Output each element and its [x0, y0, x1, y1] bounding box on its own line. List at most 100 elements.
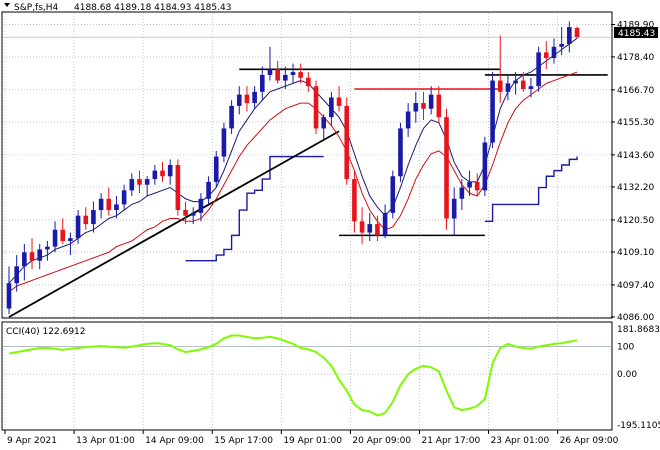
- candle-body: [167, 165, 173, 177]
- current-price-label: 4185.43: [618, 29, 655, 39]
- candle-body: [421, 103, 426, 109]
- cci-series: [8, 334, 578, 417]
- candle-body: [459, 187, 465, 199]
- candle-body: [229, 105, 234, 129]
- candle-body: [567, 27, 572, 44]
- candle-body: [236, 94, 242, 106]
- x-tick-label: 19 Apr 01:00: [283, 436, 342, 446]
- cci-level-label: -195.1105: [617, 421, 660, 431]
- candle-body: [313, 86, 319, 129]
- candle-body: [321, 117, 327, 129]
- candle-body: [336, 97, 342, 106]
- grid-lines: [3, 13, 611, 430]
- candle-body: [45, 246, 50, 250]
- candle-body: [290, 72, 296, 75]
- cci-axis: 181.8683 100 0.00 -195.1105: [617, 325, 660, 431]
- candle-body: [513, 80, 518, 84]
- candle-body: [298, 72, 303, 78]
- cci-level-label: 100: [617, 343, 634, 353]
- candle-body: [283, 74, 288, 81]
- candle-body: [451, 198, 457, 219]
- candle-body: [306, 77, 311, 87]
- current-price-badge: [614, 27, 658, 38]
- candle-body: [574, 27, 580, 38]
- x-tick-label: 15 Apr 17:00: [214, 436, 273, 446]
- time-axis: 9 Apr 2021 13 Apr 01:00 14 Apr 09:00 15 Apr…: [4, 430, 619, 446]
- candle-body: [375, 224, 380, 236]
- candle-body: [52, 229, 58, 247]
- candle-body: [267, 69, 273, 75]
- x-tick-label: 20 Apr 09:00: [352, 436, 411, 446]
- ohlc-readout: 4188.68 4189.18 4184.93 4185.43: [74, 3, 231, 13]
- y-tick-label: 4109.10: [617, 248, 654, 258]
- x-tick-label: 9 Apr 2021: [7, 436, 57, 446]
- candle-body: [121, 190, 127, 205]
- candle-body: [6, 283, 12, 309]
- candle-body: [559, 43, 564, 47]
- y-tick-label: 4086.00: [617, 313, 654, 323]
- candle-body: [352, 179, 357, 222]
- candle-body: [137, 179, 142, 185]
- main-panel: [1, 11, 613, 319]
- stop-line: [185, 155, 578, 262]
- y-tick-label: 4178.40: [617, 53, 654, 63]
- candle-body: [490, 80, 495, 143]
- cci-panel: [1, 321, 613, 431]
- candle-body: [275, 69, 280, 81]
- stop-line-segment: [185, 155, 324, 262]
- candle-body: [482, 142, 488, 191]
- candles: [6, 21, 580, 315]
- candle-body: [382, 212, 388, 236]
- candle-body: [152, 170, 158, 180]
- candle-body: [37, 249, 43, 261]
- candle-body: [551, 46, 557, 59]
- chart-menu-triangle-icon[interactable]: [4, 3, 10, 7]
- symbol-label: S&P,fs,H4: [14, 3, 59, 13]
- candle-body: [467, 181, 472, 188]
- candle-body: [83, 215, 89, 225]
- y-tick-label: 4132.20: [617, 183, 654, 193]
- candle-body: [14, 266, 19, 284]
- candle-body: [206, 181, 211, 199]
- candle-body: [259, 74, 265, 92]
- x-tick-label: 26 Apr 09:00: [560, 436, 619, 446]
- stop-line-segment: [484, 156, 578, 222]
- candle-body: [91, 210, 96, 225]
- cci-label: CCI(40) 122.6912: [6, 327, 86, 337]
- cci-level-label: 0.00: [617, 370, 637, 380]
- ma-slow-line: [8, 71, 578, 293]
- candle-body: [106, 198, 112, 211]
- candle-body: [175, 165, 181, 211]
- candle-body: [244, 94, 250, 104]
- candle-body: [60, 229, 66, 241]
- candle-body: [413, 103, 419, 112]
- horizontal-levels: [239, 68, 608, 237]
- x-tick-label: 21 Apr 17:00: [421, 436, 480, 446]
- candle-body: [367, 224, 373, 233]
- x-tick-label: 13 Apr 01:00: [76, 436, 135, 446]
- y-tick-label: 4143.60: [617, 151, 654, 161]
- candle-body: [474, 181, 480, 191]
- candle-body: [213, 156, 219, 182]
- candle-body: [129, 179, 135, 191]
- y-tick-label: 4166.70: [617, 86, 654, 96]
- candle-body: [29, 252, 35, 261]
- candle-body: [198, 198, 204, 213]
- candle-body: [183, 210, 188, 216]
- x-tick-label: 23 Apr 01:00: [491, 436, 550, 446]
- candle-body: [390, 176, 396, 213]
- price-axis: 4189.90 4178.40 4166.70 4155.30 4143.60 4132.…: [611, 21, 654, 323]
- candle-body: [359, 221, 365, 233]
- trend-line: [8, 130, 340, 318]
- cci-line: [3, 334, 611, 417]
- candle-body: [252, 91, 257, 104]
- candle-body: [436, 94, 442, 118]
- trendline: [8, 130, 340, 318]
- y-tick-label: 4120.50: [617, 216, 654, 226]
- candle-body: [114, 204, 119, 211]
- candle-body: [405, 111, 411, 129]
- candle-body: [497, 80, 503, 92]
- candle-body: [520, 80, 526, 89]
- candle-body: [22, 252, 27, 267]
